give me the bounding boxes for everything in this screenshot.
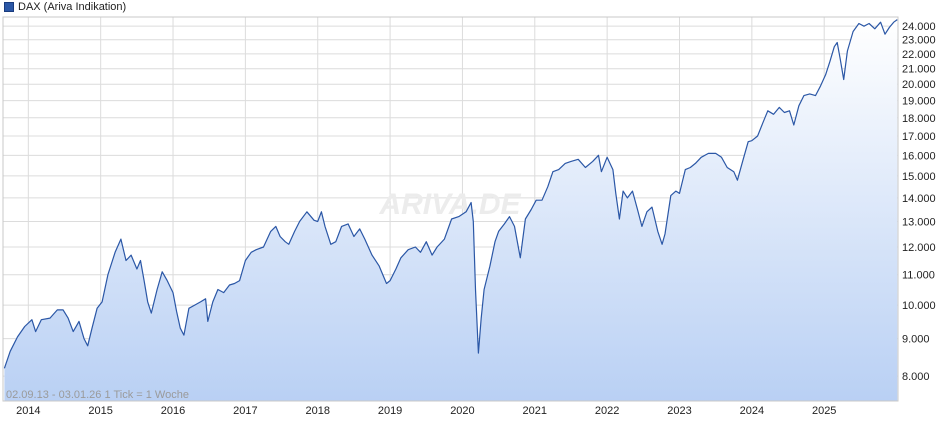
y-tick-label: 17.000 — [902, 131, 936, 143]
x-tick-label: 2020 — [450, 405, 474, 417]
x-tick-label: 2024 — [740, 405, 764, 417]
legend-label: DAX (Ariva Indikation) — [18, 1, 127, 13]
x-tick-label: 2016 — [161, 405, 185, 417]
y-tick-label: 14.000 — [902, 193, 936, 205]
y-tick-label: 9.000 — [902, 334, 930, 346]
y-tick-label: 19.000 — [902, 96, 936, 108]
chart-legend: DAX (Ariva Indikation) — [4, 0, 126, 14]
watermark: ARIVA.DE — [378, 188, 521, 221]
x-tick-label: 2018 — [305, 405, 329, 417]
plot-frame — [2, 16, 899, 402]
y-tick-label: 12.000 — [902, 242, 936, 254]
y-tick-label: 15.000 — [902, 171, 936, 183]
series-line — [3, 19, 898, 369]
x-tick-label: 2019 — [378, 405, 402, 417]
date-range-info: 02.09.13 - 03.01.26 1 Tick = 1 Woche — [6, 389, 189, 401]
y-tick-label: 21.000 — [902, 64, 936, 76]
y-tick-label: 13.000 — [902, 216, 936, 228]
y-tick-label: 18.000 — [902, 113, 936, 125]
series-area — [4, 19, 898, 401]
x-tick-label: 2017 — [233, 405, 257, 417]
y-tick-label: 10.000 — [902, 300, 936, 312]
x-tick-label: 2022 — [595, 405, 619, 417]
x-tick-label: 2025 — [812, 405, 836, 417]
legend-swatch — [4, 2, 14, 12]
x-tick-label: 2014 — [16, 405, 40, 417]
y-tick-label: 11.000 — [902, 270, 935, 282]
x-tick-label: 2023 — [667, 405, 691, 417]
y-tick-label: 24.000 — [902, 21, 936, 33]
y-tick-label: 8.000 — [902, 371, 930, 383]
x-tick-label: 2021 — [523, 405, 547, 417]
y-tick-label: 16.000 — [902, 150, 936, 162]
y-tick-label: 20.000 — [902, 79, 936, 91]
y-tick-label: 22.000 — [902, 49, 936, 61]
x-tick-label: 2015 — [88, 405, 112, 417]
y-tick-label: 23.000 — [902, 35, 936, 47]
